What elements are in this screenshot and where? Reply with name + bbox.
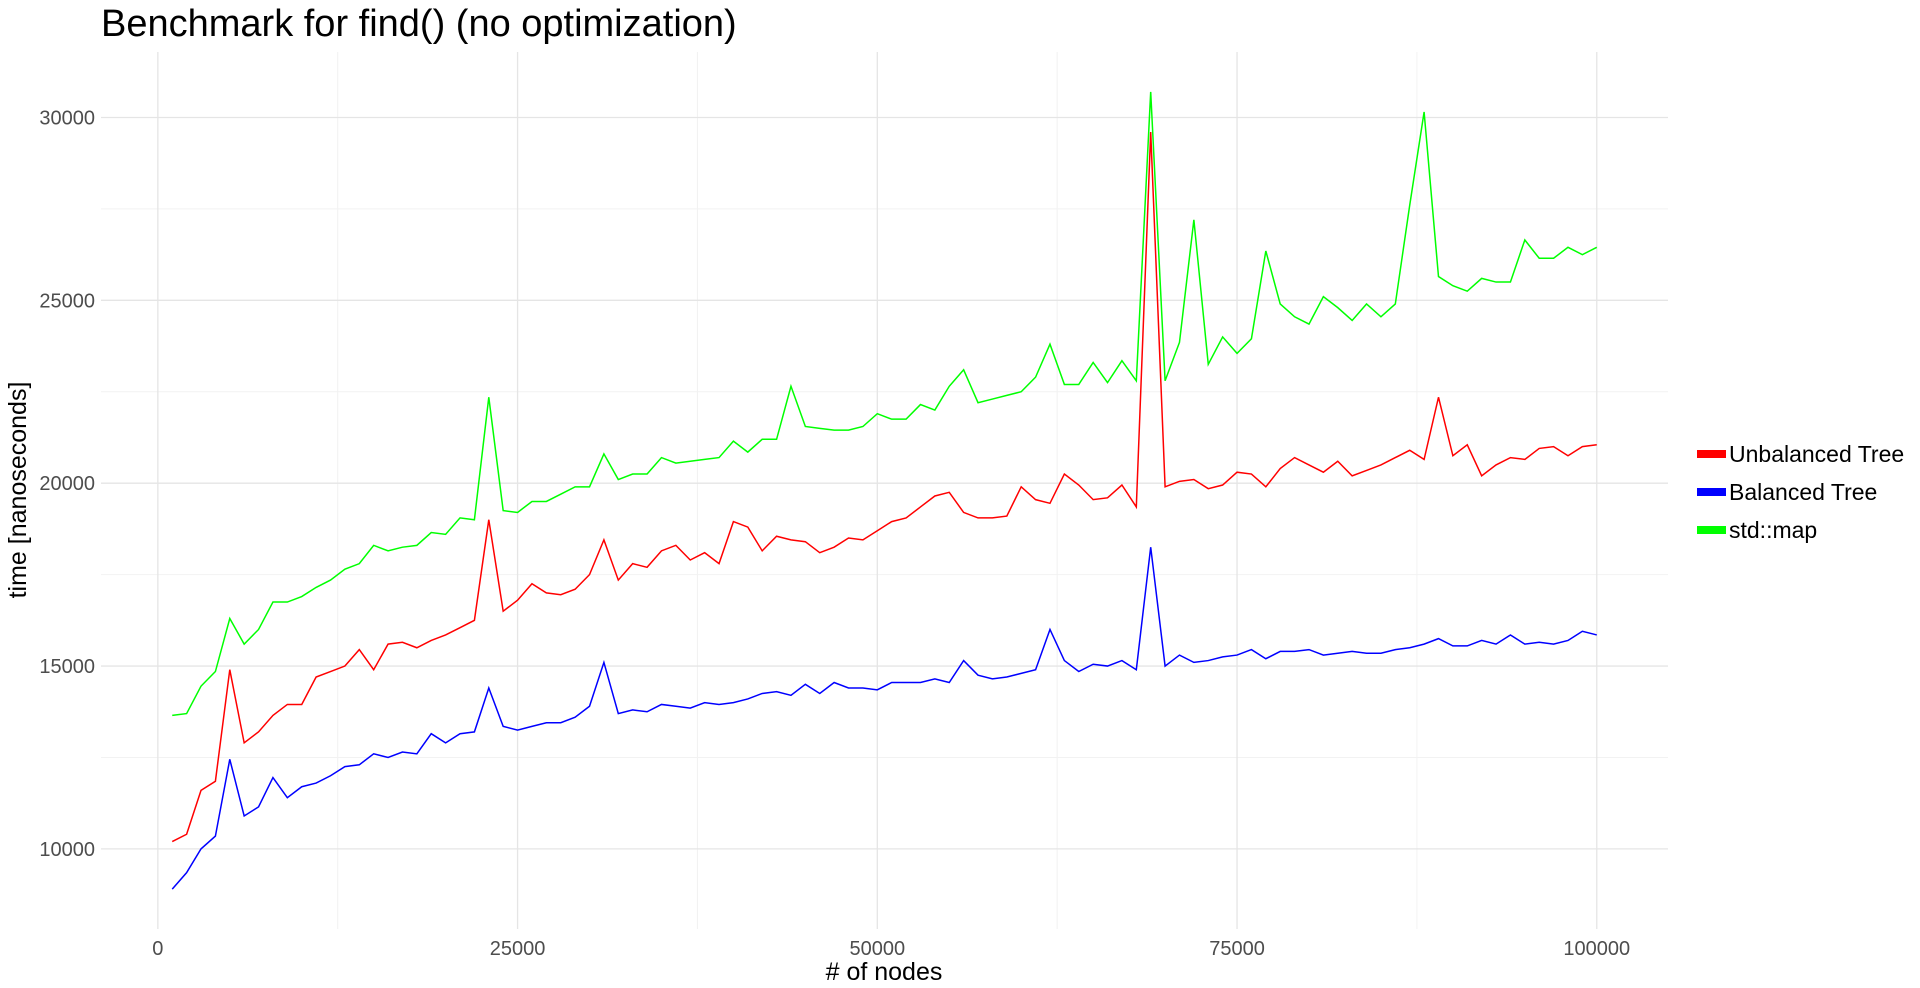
- y-tick-label: 20000: [39, 473, 95, 495]
- y-tick-label: 10000: [39, 839, 95, 861]
- x-tick-label: 100000: [1563, 938, 1630, 960]
- series-line: [171, 132, 1597, 843]
- legend-label: std::map: [1729, 517, 1817, 543]
- legend-label: Balanced Tree: [1729, 479, 1877, 505]
- series-line: [172, 91, 1598, 717]
- x-tick-label: 25000: [490, 938, 546, 960]
- series-line: [171, 547, 1597, 890]
- legend-label: Unbalanced Tree: [1729, 441, 1904, 467]
- chart-title: Benchmark for find() (no optimization): [101, 3, 737, 45]
- legend-key: [1697, 450, 1726, 458]
- legend-key: [1697, 526, 1726, 534]
- x-tick-label: 75000: [1209, 938, 1265, 960]
- y-tick-label: 25000: [39, 290, 95, 312]
- x-axis-label: # of nodes: [826, 958, 943, 986]
- y-axis-label: time [nanoseconds]: [4, 382, 32, 599]
- y-tick-label: 30000: [39, 107, 95, 129]
- y-tick-label: 15000: [39, 656, 95, 678]
- legend-key: [1697, 488, 1726, 496]
- x-tick-label: 0: [152, 938, 163, 960]
- x-tick-label: 50000: [849, 938, 905, 960]
